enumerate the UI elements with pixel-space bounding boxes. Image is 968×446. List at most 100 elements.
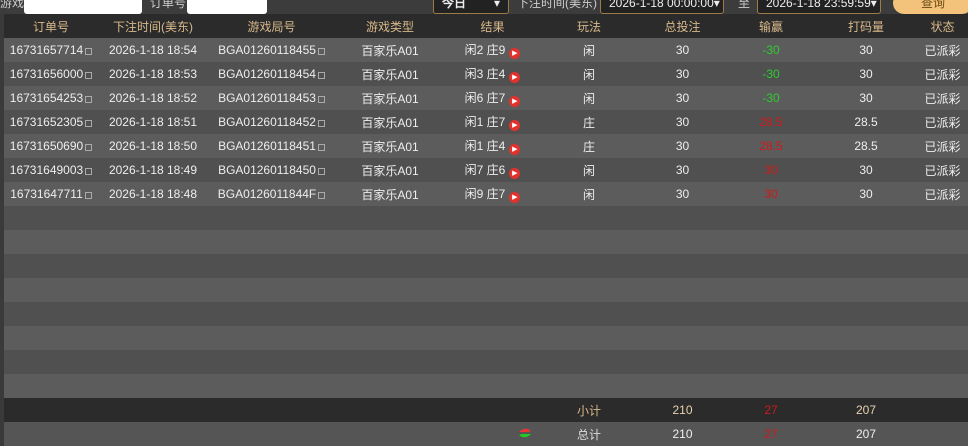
header-round-no: 游戏局号 [247, 19, 296, 34]
result-value: 闲6 庄7 [464, 91, 506, 105]
total-bet-value: 30 [675, 187, 690, 201]
header-total-bet: 总投注 [664, 19, 701, 34]
copy-icon[interactable] [317, 120, 325, 127]
copy-icon[interactable] [85, 120, 93, 127]
empty-row [4, 206, 968, 230]
empty-row [4, 302, 968, 326]
copy-icon[interactable] [85, 48, 93, 55]
bet-type-value: 庄 [582, 115, 595, 130]
cell-game-type: 百家乐A01 [335, 138, 445, 155]
header-win-loss: 输赢 [758, 19, 783, 34]
cell-valid-bet: 30 [815, 91, 917, 105]
status-value: 已派彩 [924, 67, 961, 82]
valid-bet-value: 28.5 [854, 139, 878, 153]
copy-icon[interactable] [85, 168, 93, 175]
play-video-icon[interactable]: ▶ [509, 48, 521, 59]
header-valid-bet: 打码量 [847, 19, 884, 34]
cell-bet-type: 闲 [540, 162, 638, 179]
round-no-value: BGA01260118451 [218, 139, 316, 153]
valid-bet-value: 30 [859, 163, 873, 177]
bet-time-value: 2026-1-18 18:54 [108, 43, 198, 57]
start-time-select[interactable]: 2026-1-18 00:00:00 ▾ [600, 0, 724, 14]
header-status: 状态 [930, 19, 955, 34]
copy-icon[interactable] [318, 192, 326, 199]
status-value: 已派彩 [924, 43, 961, 58]
header-game-type: 游戏类型 [365, 19, 414, 34]
total-winloss: 27 [764, 427, 778, 441]
result-value: 闲2 庄9 [464, 43, 506, 57]
cell-round-no: BGA01260118453 [208, 91, 335, 105]
start-time-value: 2026-1-18 00:00:00 [609, 0, 714, 10]
cell-total-bet: 30 [638, 91, 727, 105]
empty-row [4, 350, 968, 374]
cell-total-bet: 30 [638, 163, 727, 177]
query-button[interactable]: 查询 [893, 0, 968, 14]
play-video-icon[interactable]: ▶ [509, 144, 521, 155]
refresh-icon[interactable] [445, 427, 540, 442]
valid-bet-value: 30 [859, 187, 873, 201]
win-loss-value: -30 [762, 43, 780, 57]
play-video-icon[interactable]: ▶ [509, 96, 521, 107]
cell-result: 闲6 庄7 ▶ [445, 89, 540, 107]
cell-game-type: 百家乐A01 [335, 90, 445, 107]
win-loss-value: 30 [764, 187, 778, 201]
copy-icon[interactable] [84, 192, 92, 199]
play-video-icon[interactable]: ▶ [509, 168, 521, 179]
order-input[interactable] [187, 0, 267, 14]
copy-icon[interactable] [85, 96, 93, 103]
table-row: 16731649003 2026-1-18 18:49 BGA01260118450… [4, 158, 968, 182]
cell-valid-bet: 30 [815, 163, 917, 177]
round-input[interactable] [24, 0, 142, 14]
win-loss-value: 28.5 [759, 115, 783, 129]
bet-time-value: 2026-1-18 18:48 [108, 187, 198, 201]
copy-icon[interactable] [317, 168, 325, 175]
cell-valid-bet: 30 [815, 43, 917, 57]
cell-result: 闲9 庄7 ▶ [445, 185, 540, 203]
copy-icon[interactable] [317, 96, 325, 103]
to-label: 至 [738, 0, 751, 10]
cell-bet-time: 2026-1-18 18:51 [98, 115, 208, 129]
copy-icon[interactable] [317, 72, 325, 79]
cell-round-no: BGA01260118455 [208, 43, 335, 57]
order-no-value: 16731650690 [9, 139, 84, 153]
cell-round-no: BGA01260118451 [208, 139, 335, 153]
valid-bet-value: 30 [859, 43, 873, 57]
result-value: 闲1 庄7 [464, 115, 506, 129]
play-video-icon[interactable]: ▶ [509, 192, 521, 203]
cell-status: 已派彩 [917, 90, 968, 107]
play-video-icon[interactable]: ▶ [509, 120, 521, 131]
game-type-value: 百家乐A01 [361, 139, 419, 154]
copy-icon[interactable] [317, 48, 325, 55]
period-select[interactable]: 今日 ▾ [433, 0, 509, 14]
subtotal-row: 小计 210 27 207 [4, 398, 968, 422]
cell-bet-type: 庄 [540, 114, 638, 131]
total-bet: 210 [672, 427, 693, 441]
end-time-select[interactable]: 2026-1-18 23:59:59 ▾ [757, 0, 881, 14]
cell-bet-type: 闲 [540, 66, 638, 83]
play-video-icon[interactable]: ▶ [509, 72, 521, 83]
status-value: 已派彩 [924, 91, 961, 106]
cell-order-no: 16731657714 [4, 43, 98, 57]
chevron-down-icon: ▾ [870, 0, 877, 10]
total-bet-value: 30 [675, 163, 690, 177]
cell-result: 闲7 庄6 ▶ [445, 161, 540, 179]
result-value: 闲3 庄4 [464, 67, 506, 81]
bet-type-value: 庄 [582, 139, 595, 154]
cell-result: 闲1 庄7 ▶ [445, 113, 540, 131]
bet-type-value: 闲 [582, 43, 595, 58]
win-loss-value: 28.5 [759, 139, 783, 153]
cell-status: 已派彩 [917, 42, 968, 59]
cell-win-loss: -30 [727, 91, 815, 105]
copy-icon[interactable] [85, 72, 93, 79]
total-bet-value: 30 [675, 91, 690, 105]
order-no-value: 16731649003 [9, 163, 84, 177]
table-row: 16731654253 2026-1-18 18:52 BGA01260118453… [4, 86, 968, 110]
cell-status: 已派彩 [917, 138, 968, 155]
copy-icon[interactable] [317, 144, 325, 151]
cell-game-type: 百家乐A01 [335, 186, 445, 203]
cell-round-no: BGA01260118450 [208, 163, 335, 177]
bet-time-value: 2026-1-18 18:50 [108, 139, 198, 153]
cell-round-no: BGA01260118454 [208, 67, 335, 81]
header-order-no: 订单号 [32, 19, 69, 34]
copy-icon[interactable] [85, 144, 93, 151]
